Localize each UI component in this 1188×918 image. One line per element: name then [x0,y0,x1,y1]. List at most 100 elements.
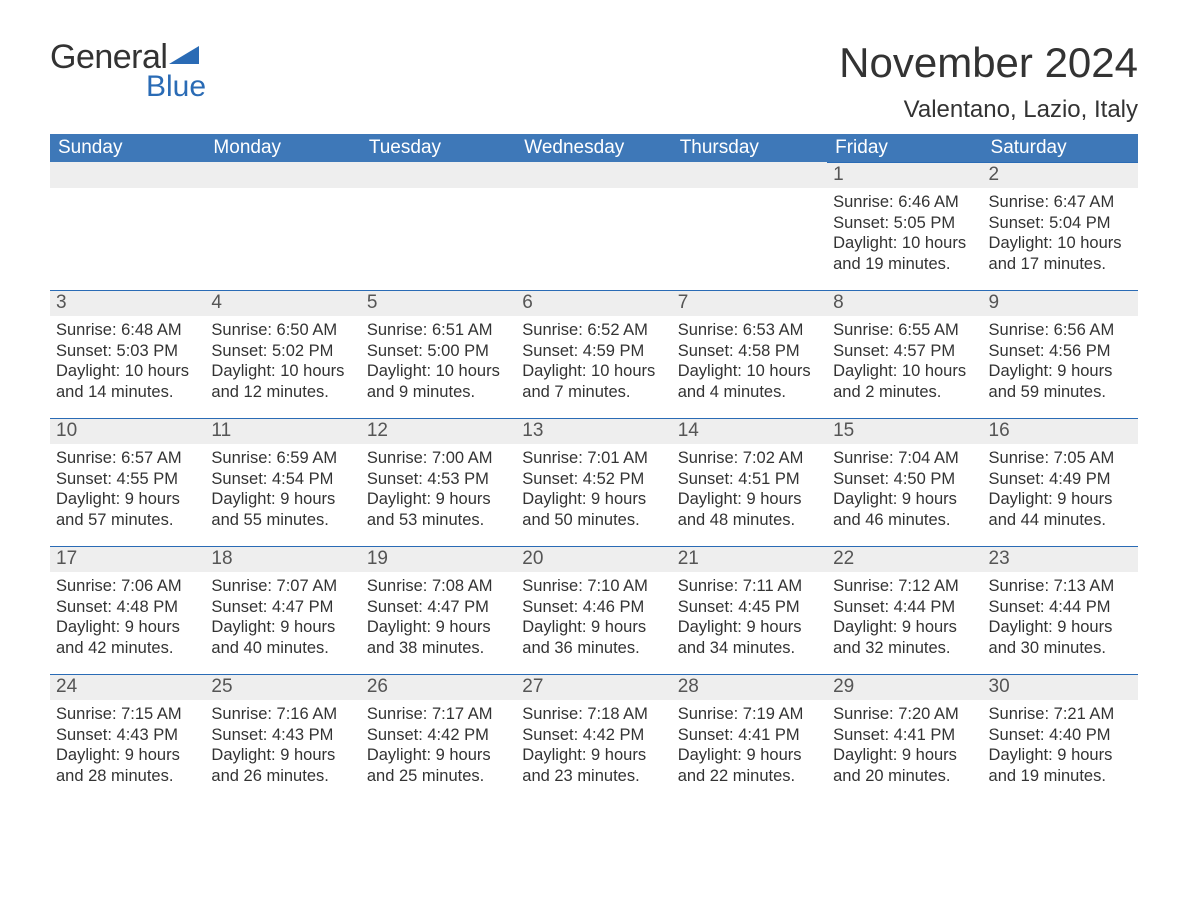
day-header: Wednesday [516,134,671,162]
daylight-line-1: Daylight: 9 hours [833,617,976,638]
daylight-line-1: Daylight: 9 hours [678,617,821,638]
daylight-line-1: Daylight: 10 hours [833,233,976,254]
daylight-line-1: Daylight: 9 hours [678,745,821,766]
daylight-line-2: and 55 minutes. [211,510,354,531]
calendar-cell: 6Sunrise: 6:52 AMSunset: 4:59 PMDaylight… [516,290,671,418]
sunset-line: Sunset: 4:42 PM [522,725,665,746]
day-info: Sunrise: 6:52 AMSunset: 4:59 PMDaylight:… [516,316,671,409]
sunrise-line: Sunrise: 6:48 AM [56,320,199,341]
calendar-cell: 28Sunrise: 7:19 AMSunset: 4:41 PMDayligh… [672,674,827,802]
daylight-line-1: Daylight: 10 hours [989,233,1132,254]
day-info: Sunrise: 6:57 AMSunset: 4:55 PMDaylight:… [50,444,205,537]
daylight-line-1: Daylight: 9 hours [56,617,199,638]
daylight-line-2: and 17 minutes. [989,254,1132,275]
daylight-line-1: Daylight: 9 hours [678,489,821,510]
day-header-row: Sunday Monday Tuesday Wednesday Thursday… [50,134,1138,162]
sunset-line: Sunset: 5:05 PM [833,213,976,234]
sunrise-line: Sunrise: 7:08 AM [367,576,510,597]
day-number: 29 [827,674,982,700]
calendar-cell: 26Sunrise: 7:17 AMSunset: 4:42 PMDayligh… [361,674,516,802]
calendar-cell [516,162,671,290]
sunset-line: Sunset: 4:51 PM [678,469,821,490]
daylight-line-2: and 53 minutes. [367,510,510,531]
calendar-week-row: 17Sunrise: 7:06 AMSunset: 4:48 PMDayligh… [50,546,1138,674]
calendar-cell [50,162,205,290]
logo-word-2: Blue [146,72,206,102]
day-number: 13 [516,418,671,444]
day-number: 7 [672,290,827,316]
daylight-line-2: and 19 minutes. [833,254,976,275]
sunset-line: Sunset: 4:55 PM [56,469,199,490]
sunrise-line: Sunrise: 7:17 AM [367,704,510,725]
day-header: Thursday [672,134,827,162]
sunset-line: Sunset: 4:56 PM [989,341,1132,362]
daylight-line-2: and 50 minutes. [522,510,665,531]
day-info: Sunrise: 6:56 AMSunset: 4:56 PMDaylight:… [983,316,1138,409]
sunset-line: Sunset: 4:54 PM [211,469,354,490]
daylight-line-2: and 9 minutes. [367,382,510,403]
sunrise-line: Sunrise: 6:46 AM [833,192,976,213]
calendar-cell: 27Sunrise: 7:18 AMSunset: 4:42 PMDayligh… [516,674,671,802]
daylight-line-1: Daylight: 10 hours [678,361,821,382]
day-header: Monday [205,134,360,162]
sunrise-line: Sunrise: 7:06 AM [56,576,199,597]
sunset-line: Sunset: 4:41 PM [833,725,976,746]
calendar-cell: 4Sunrise: 6:50 AMSunset: 5:02 PMDaylight… [205,290,360,418]
daylight-line-1: Daylight: 9 hours [56,745,199,766]
day-number: 9 [983,290,1138,316]
sunset-line: Sunset: 4:48 PM [56,597,199,618]
calendar-cell: 13Sunrise: 7:01 AMSunset: 4:52 PMDayligh… [516,418,671,546]
calendar-cell: 29Sunrise: 7:20 AMSunset: 4:41 PMDayligh… [827,674,982,802]
day-header: Friday [827,134,982,162]
sunrise-line: Sunrise: 6:53 AM [678,320,821,341]
calendar-cell: 25Sunrise: 7:16 AMSunset: 4:43 PMDayligh… [205,674,360,802]
day-info: Sunrise: 6:46 AMSunset: 5:05 PMDaylight:… [827,188,982,281]
calendar-cell [361,162,516,290]
day-info: Sunrise: 7:21 AMSunset: 4:40 PMDaylight:… [983,700,1138,793]
calendar-cell: 16Sunrise: 7:05 AMSunset: 4:49 PMDayligh… [983,418,1138,546]
sunset-line: Sunset: 4:57 PM [833,341,976,362]
calendar-cell: 19Sunrise: 7:08 AMSunset: 4:47 PMDayligh… [361,546,516,674]
day-number: 6 [516,290,671,316]
daylight-line-1: Daylight: 10 hours [211,361,354,382]
sunrise-line: Sunrise: 7:10 AM [522,576,665,597]
day-info: Sunrise: 7:10 AMSunset: 4:46 PMDaylight:… [516,572,671,665]
calendar-cell: 11Sunrise: 6:59 AMSunset: 4:54 PMDayligh… [205,418,360,546]
daylight-line-2: and 40 minutes. [211,638,354,659]
calendar-cell: 10Sunrise: 6:57 AMSunset: 4:55 PMDayligh… [50,418,205,546]
sunset-line: Sunset: 4:43 PM [56,725,199,746]
logo: General Blue [50,40,206,102]
day-number: 2 [983,162,1138,188]
sunrise-line: Sunrise: 7:21 AM [989,704,1132,725]
calendar-cell: 2Sunrise: 6:47 AMSunset: 5:04 PMDaylight… [983,162,1138,290]
sunrise-line: Sunrise: 7:15 AM [56,704,199,725]
header: General Blue November 2024 Valentano, La… [50,40,1138,124]
calendar-cell: 1Sunrise: 6:46 AMSunset: 5:05 PMDaylight… [827,162,982,290]
sunrise-line: Sunrise: 7:01 AM [522,448,665,469]
day-info: Sunrise: 7:00 AMSunset: 4:53 PMDaylight:… [361,444,516,537]
daylight-line-2: and 48 minutes. [678,510,821,531]
day-number: 30 [983,674,1138,700]
calendar-cell: 15Sunrise: 7:04 AMSunset: 4:50 PMDayligh… [827,418,982,546]
day-number: 8 [827,290,982,316]
sunrise-line: Sunrise: 7:02 AM [678,448,821,469]
day-info: Sunrise: 7:16 AMSunset: 4:43 PMDaylight:… [205,700,360,793]
calendar-cell: 30Sunrise: 7:21 AMSunset: 4:40 PMDayligh… [983,674,1138,802]
day-info: Sunrise: 7:02 AMSunset: 4:51 PMDaylight:… [672,444,827,537]
daylight-line-2: and 36 minutes. [522,638,665,659]
day-info: Sunrise: 6:55 AMSunset: 4:57 PMDaylight:… [827,316,982,409]
sunrise-line: Sunrise: 6:57 AM [56,448,199,469]
daylight-line-1: Daylight: 9 hours [56,489,199,510]
location-subtitle: Valentano, Lazio, Italy [839,96,1138,124]
sunrise-line: Sunrise: 7:11 AM [678,576,821,597]
daylight-line-1: Daylight: 9 hours [522,489,665,510]
daylight-line-1: Daylight: 9 hours [833,489,976,510]
day-info: Sunrise: 7:12 AMSunset: 4:44 PMDaylight:… [827,572,982,665]
day-number: 27 [516,674,671,700]
calendar-cell: 3Sunrise: 6:48 AMSunset: 5:03 PMDaylight… [50,290,205,418]
calendar-week-row: 10Sunrise: 6:57 AMSunset: 4:55 PMDayligh… [50,418,1138,546]
daylight-line-1: Daylight: 9 hours [367,745,510,766]
day-info: Sunrise: 7:05 AMSunset: 4:49 PMDaylight:… [983,444,1138,537]
daylight-line-2: and 22 minutes. [678,766,821,787]
daylight-line-2: and 30 minutes. [989,638,1132,659]
